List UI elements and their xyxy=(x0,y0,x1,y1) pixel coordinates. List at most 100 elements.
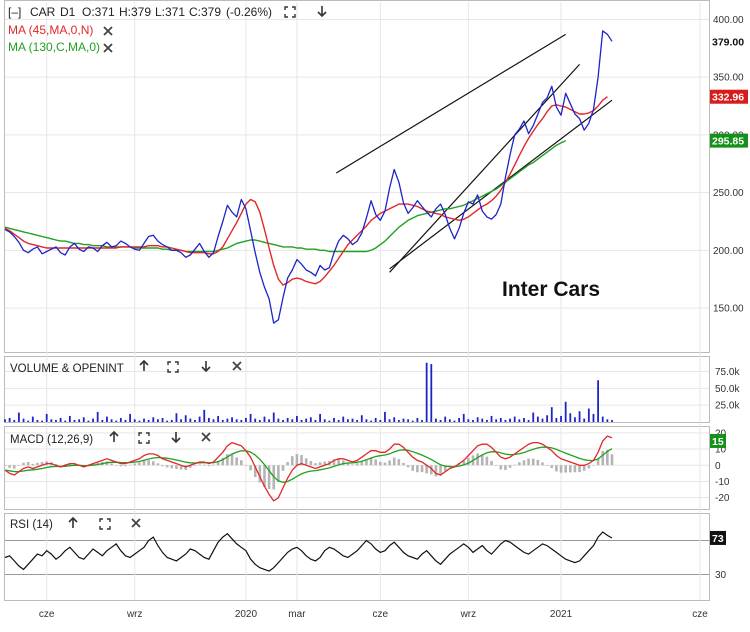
macd-histogram-bar xyxy=(133,463,137,466)
macd-histogram-bar xyxy=(564,465,567,473)
volume-bar xyxy=(263,416,266,422)
macd-histogram-bar xyxy=(91,463,95,466)
collapse-button[interactable]: [–] xyxy=(8,5,21,19)
volume-move-up-icon[interactable] xyxy=(139,359,149,371)
volume-bar xyxy=(578,411,581,422)
close-value-badge: 379.00 xyxy=(710,34,748,49)
arrow-down-icon[interactable] xyxy=(317,6,327,18)
ma130-value-badge-text: 295.85 xyxy=(712,136,744,148)
x-tick-label: 2020 xyxy=(235,609,258,620)
macd-histogram-bar xyxy=(12,465,16,469)
x-tick-label: cze xyxy=(39,609,55,620)
macd-histogram-bar xyxy=(156,463,160,466)
volume-tick-label: 25.0k xyxy=(715,401,740,412)
macd-histogram-bar xyxy=(40,462,44,466)
macd-histogram-bar xyxy=(337,459,340,466)
change-value: (-0.26%) xyxy=(226,5,272,19)
macd-close-icon[interactable] xyxy=(201,432,211,442)
macd-histogram-bar xyxy=(439,465,442,476)
macd-histogram-bar xyxy=(226,454,229,466)
macd-histogram-bar xyxy=(374,459,377,466)
macd-histogram-bar xyxy=(318,462,322,466)
macd-histogram-bar xyxy=(147,460,150,466)
volume-bar xyxy=(235,419,238,422)
volume-bar xyxy=(207,417,210,422)
rsi-y-axis: 30 73 xyxy=(710,530,727,581)
remove-ma130-icon[interactable] xyxy=(103,43,113,53)
volume-bar xyxy=(430,364,433,422)
volume-bar xyxy=(166,420,169,422)
volume-bar xyxy=(78,419,81,422)
volume-expand-icon[interactable] xyxy=(167,361,179,373)
volume-bar xyxy=(64,420,67,422)
macd-expand-icon[interactable] xyxy=(138,432,150,444)
volume-bar xyxy=(286,417,289,422)
macd-histogram-bar xyxy=(355,463,359,466)
x-tick-label: 2021 xyxy=(550,609,573,620)
macd-histogram-bar xyxy=(189,465,192,468)
volume-bar xyxy=(18,412,20,422)
volume-bar xyxy=(342,416,345,422)
macd-histogram-bar xyxy=(555,465,558,472)
macd-histogram-bar xyxy=(198,464,201,466)
volume-bar xyxy=(27,420,30,422)
price-tick-label: 200.00 xyxy=(713,246,744,257)
volume-bar xyxy=(152,417,155,422)
rsi-close-icon[interactable] xyxy=(131,518,141,528)
volume-bar xyxy=(388,419,391,422)
x-tick-label: mar xyxy=(288,609,306,620)
expand-icon[interactable] xyxy=(284,6,296,18)
macd-move-down-icon[interactable] xyxy=(171,432,181,444)
macd-histogram-bar xyxy=(568,465,572,473)
volume-move-down-icon[interactable] xyxy=(201,361,211,373)
volume-bar xyxy=(495,419,498,422)
volume-bar xyxy=(296,415,298,422)
volume-bar xyxy=(50,419,53,422)
volume-bar xyxy=(472,419,474,422)
macd-value-badge-text: 15 xyxy=(712,436,724,448)
price-tick-label: 150.00 xyxy=(713,304,744,315)
volume-bar xyxy=(499,417,502,422)
volume-bar xyxy=(518,419,521,422)
volume-bar xyxy=(504,419,507,422)
rsi-expand-icon[interactable] xyxy=(99,518,111,530)
macd-move-up-icon[interactable] xyxy=(109,430,119,442)
macd-layer xyxy=(3,435,614,502)
volume-bar xyxy=(59,417,62,422)
macd-histogram-bar xyxy=(610,454,614,466)
rsi-move-up-icon[interactable] xyxy=(68,516,78,528)
macd-histogram-bar xyxy=(175,465,178,469)
volume-bar xyxy=(555,417,558,422)
macd-histogram-bar xyxy=(263,465,266,487)
volume-bar xyxy=(351,418,354,422)
x-tick-label: cze xyxy=(692,609,708,620)
macd-pane-frame xyxy=(4,426,710,510)
macd-histogram-bar xyxy=(286,461,289,466)
price-tick-label: 350.00 xyxy=(713,73,744,84)
ma130-line xyxy=(4,139,567,253)
volume-bar xyxy=(129,413,132,422)
macd-histogram-bar xyxy=(462,460,466,466)
volume-bar xyxy=(485,419,488,422)
price-tick-label: 400.00 xyxy=(713,15,744,26)
macd-histogram-bar xyxy=(323,461,327,466)
remove-ma45-icon[interactable] xyxy=(103,26,113,36)
macd-histogram-bar xyxy=(485,456,489,466)
volume-bar xyxy=(133,419,136,422)
macd-histogram-bar xyxy=(332,459,336,466)
macd-histogram-bar xyxy=(314,463,317,466)
ma130-legend: MA (130,C,MA,0) xyxy=(8,40,100,54)
macd-histogram-bar xyxy=(73,463,76,466)
volume-bar xyxy=(536,416,539,422)
ma130-value-badge-bg xyxy=(710,133,748,148)
volume-close-icon[interactable] xyxy=(232,361,242,371)
macd-tick-label: 0 xyxy=(715,461,721,472)
macd-tick-label: 10 xyxy=(715,445,727,456)
macd-histogram-bar xyxy=(379,461,382,466)
volume-bar xyxy=(96,411,99,422)
macd-histogram-bar xyxy=(8,465,11,468)
macd-histogram-bar xyxy=(235,457,238,466)
volume-bar xyxy=(597,380,599,422)
macd-histogram-bar xyxy=(365,459,368,466)
